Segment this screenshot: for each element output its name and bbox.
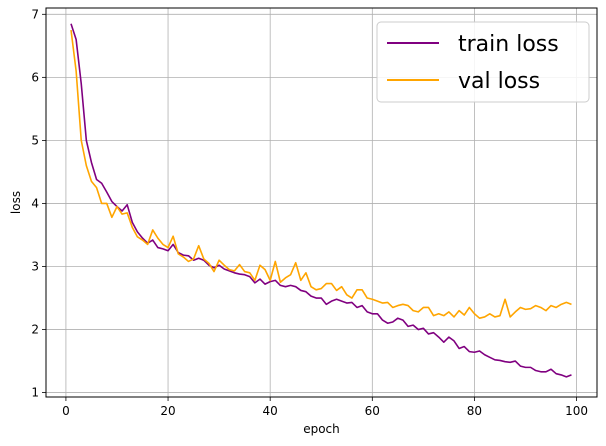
y-axis-label: loss bbox=[9, 191, 23, 214]
ticks bbox=[42, 13, 577, 401]
series-line-train-loss bbox=[70, 23, 572, 378]
y-tick-label: 6 bbox=[31, 70, 39, 84]
series-layer bbox=[70, 23, 572, 378]
y-tick-label: 7 bbox=[31, 7, 39, 21]
x-tick-label: 60 bbox=[365, 404, 380, 418]
x-tick-label: 80 bbox=[467, 404, 482, 418]
x-tick-label: 20 bbox=[160, 404, 175, 418]
y-tick-label: 3 bbox=[31, 259, 39, 273]
series-line-val-loss bbox=[70, 29, 572, 319]
x-tick-label: 40 bbox=[263, 404, 278, 418]
legend-label: val loss bbox=[458, 69, 540, 94]
x-tick-label: 0 bbox=[62, 404, 70, 418]
legend: train loss val loss bbox=[376, 21, 590, 103]
plot-frame bbox=[45, 7, 598, 398]
y-tick-label: 5 bbox=[31, 133, 39, 147]
x-tick-label: 100 bbox=[565, 404, 588, 418]
legend-label: train loss bbox=[458, 32, 559, 57]
y-tick-label: 1 bbox=[31, 386, 39, 400]
y-tick-label: 4 bbox=[31, 196, 39, 210]
y-tick-label: 2 bbox=[31, 323, 39, 337]
x-axis-label: epoch bbox=[303, 422, 340, 436]
tick-labels: 0 20 40 60 80 100 1 2 3 4 5 6 7 bbox=[31, 7, 588, 418]
